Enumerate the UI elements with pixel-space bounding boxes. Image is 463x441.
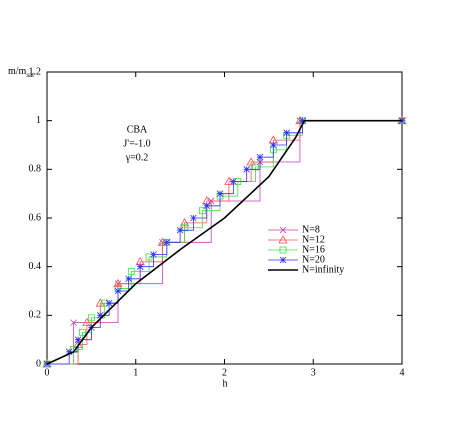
series-line — [47, 120, 402, 365]
y-axis-label: m/msat — [8, 66, 34, 78]
marker — [157, 237, 168, 246]
marker — [176, 226, 184, 234]
y-tick-label: 0.8 — [29, 164, 42, 175]
marker — [127, 268, 135, 275]
marker — [150, 251, 157, 258]
marker — [65, 348, 73, 356]
marker — [145, 253, 153, 261]
marker — [243, 166, 250, 173]
marker — [125, 275, 132, 283]
x-tick-label: 2 — [222, 367, 227, 378]
legend-marker — [279, 226, 287, 234]
marker — [216, 190, 224, 197]
y-axis-label-main: m/m — [8, 66, 27, 77]
marker — [105, 299, 113, 307]
legend-label: N=16 — [302, 244, 325, 255]
legend-label: N=12 — [302, 234, 325, 245]
x-tick-label: 0 — [45, 367, 50, 378]
y-tick-label: 1.2 — [29, 66, 42, 77]
x-tick-label: 4 — [400, 367, 405, 378]
legend-label: N=8 — [302, 224, 320, 235]
marker — [114, 287, 122, 295]
series-line — [46, 119, 402, 365]
y-tick-label: 0.2 — [29, 310, 42, 321]
marker — [181, 224, 188, 232]
marker — [256, 153, 264, 161]
marker — [190, 214, 197, 222]
marker — [113, 278, 123, 288]
marker — [79, 328, 86, 336]
marker — [283, 129, 290, 137]
legend-marker — [278, 235, 288, 244]
marker — [96, 312, 104, 319]
legend-marker — [279, 256, 287, 264]
x-tick-label: 3 — [311, 367, 316, 378]
x-tick-label: 1 — [133, 367, 138, 378]
marker — [198, 207, 206, 215]
marker — [87, 314, 95, 322]
marker — [136, 263, 144, 270]
marker — [203, 202, 211, 210]
marker — [230, 178, 237, 185]
marker — [179, 218, 190, 227]
legend-label: N=infinity — [302, 264, 344, 275]
marker — [70, 319, 77, 326]
annotation: CBA — [127, 124, 148, 135]
marker — [270, 141, 277, 149]
annotation: J'=-1.0 — [123, 138, 150, 149]
marker — [224, 176, 234, 185]
legend-marker — [279, 246, 287, 254]
y-tick-label: 0.6 — [29, 212, 42, 223]
marker — [163, 239, 171, 246]
y-tick-label: 1 — [36, 115, 41, 126]
y-axis-label-sub: sat — [26, 71, 34, 79]
y-tick-label: 0 — [36, 358, 41, 369]
x-axis-label: h — [223, 378, 228, 389]
marker — [252, 163, 259, 171]
marker — [74, 336, 82, 343]
legend-label: N=20 — [302, 254, 325, 265]
annotation: γ=0.2 — [125, 152, 149, 163]
marker — [246, 157, 256, 166]
series-line — [47, 120, 402, 365]
marker — [95, 298, 105, 307]
marker — [82, 317, 92, 327]
marker — [299, 117, 306, 124]
y-tick-label: 0.4 — [29, 261, 42, 272]
